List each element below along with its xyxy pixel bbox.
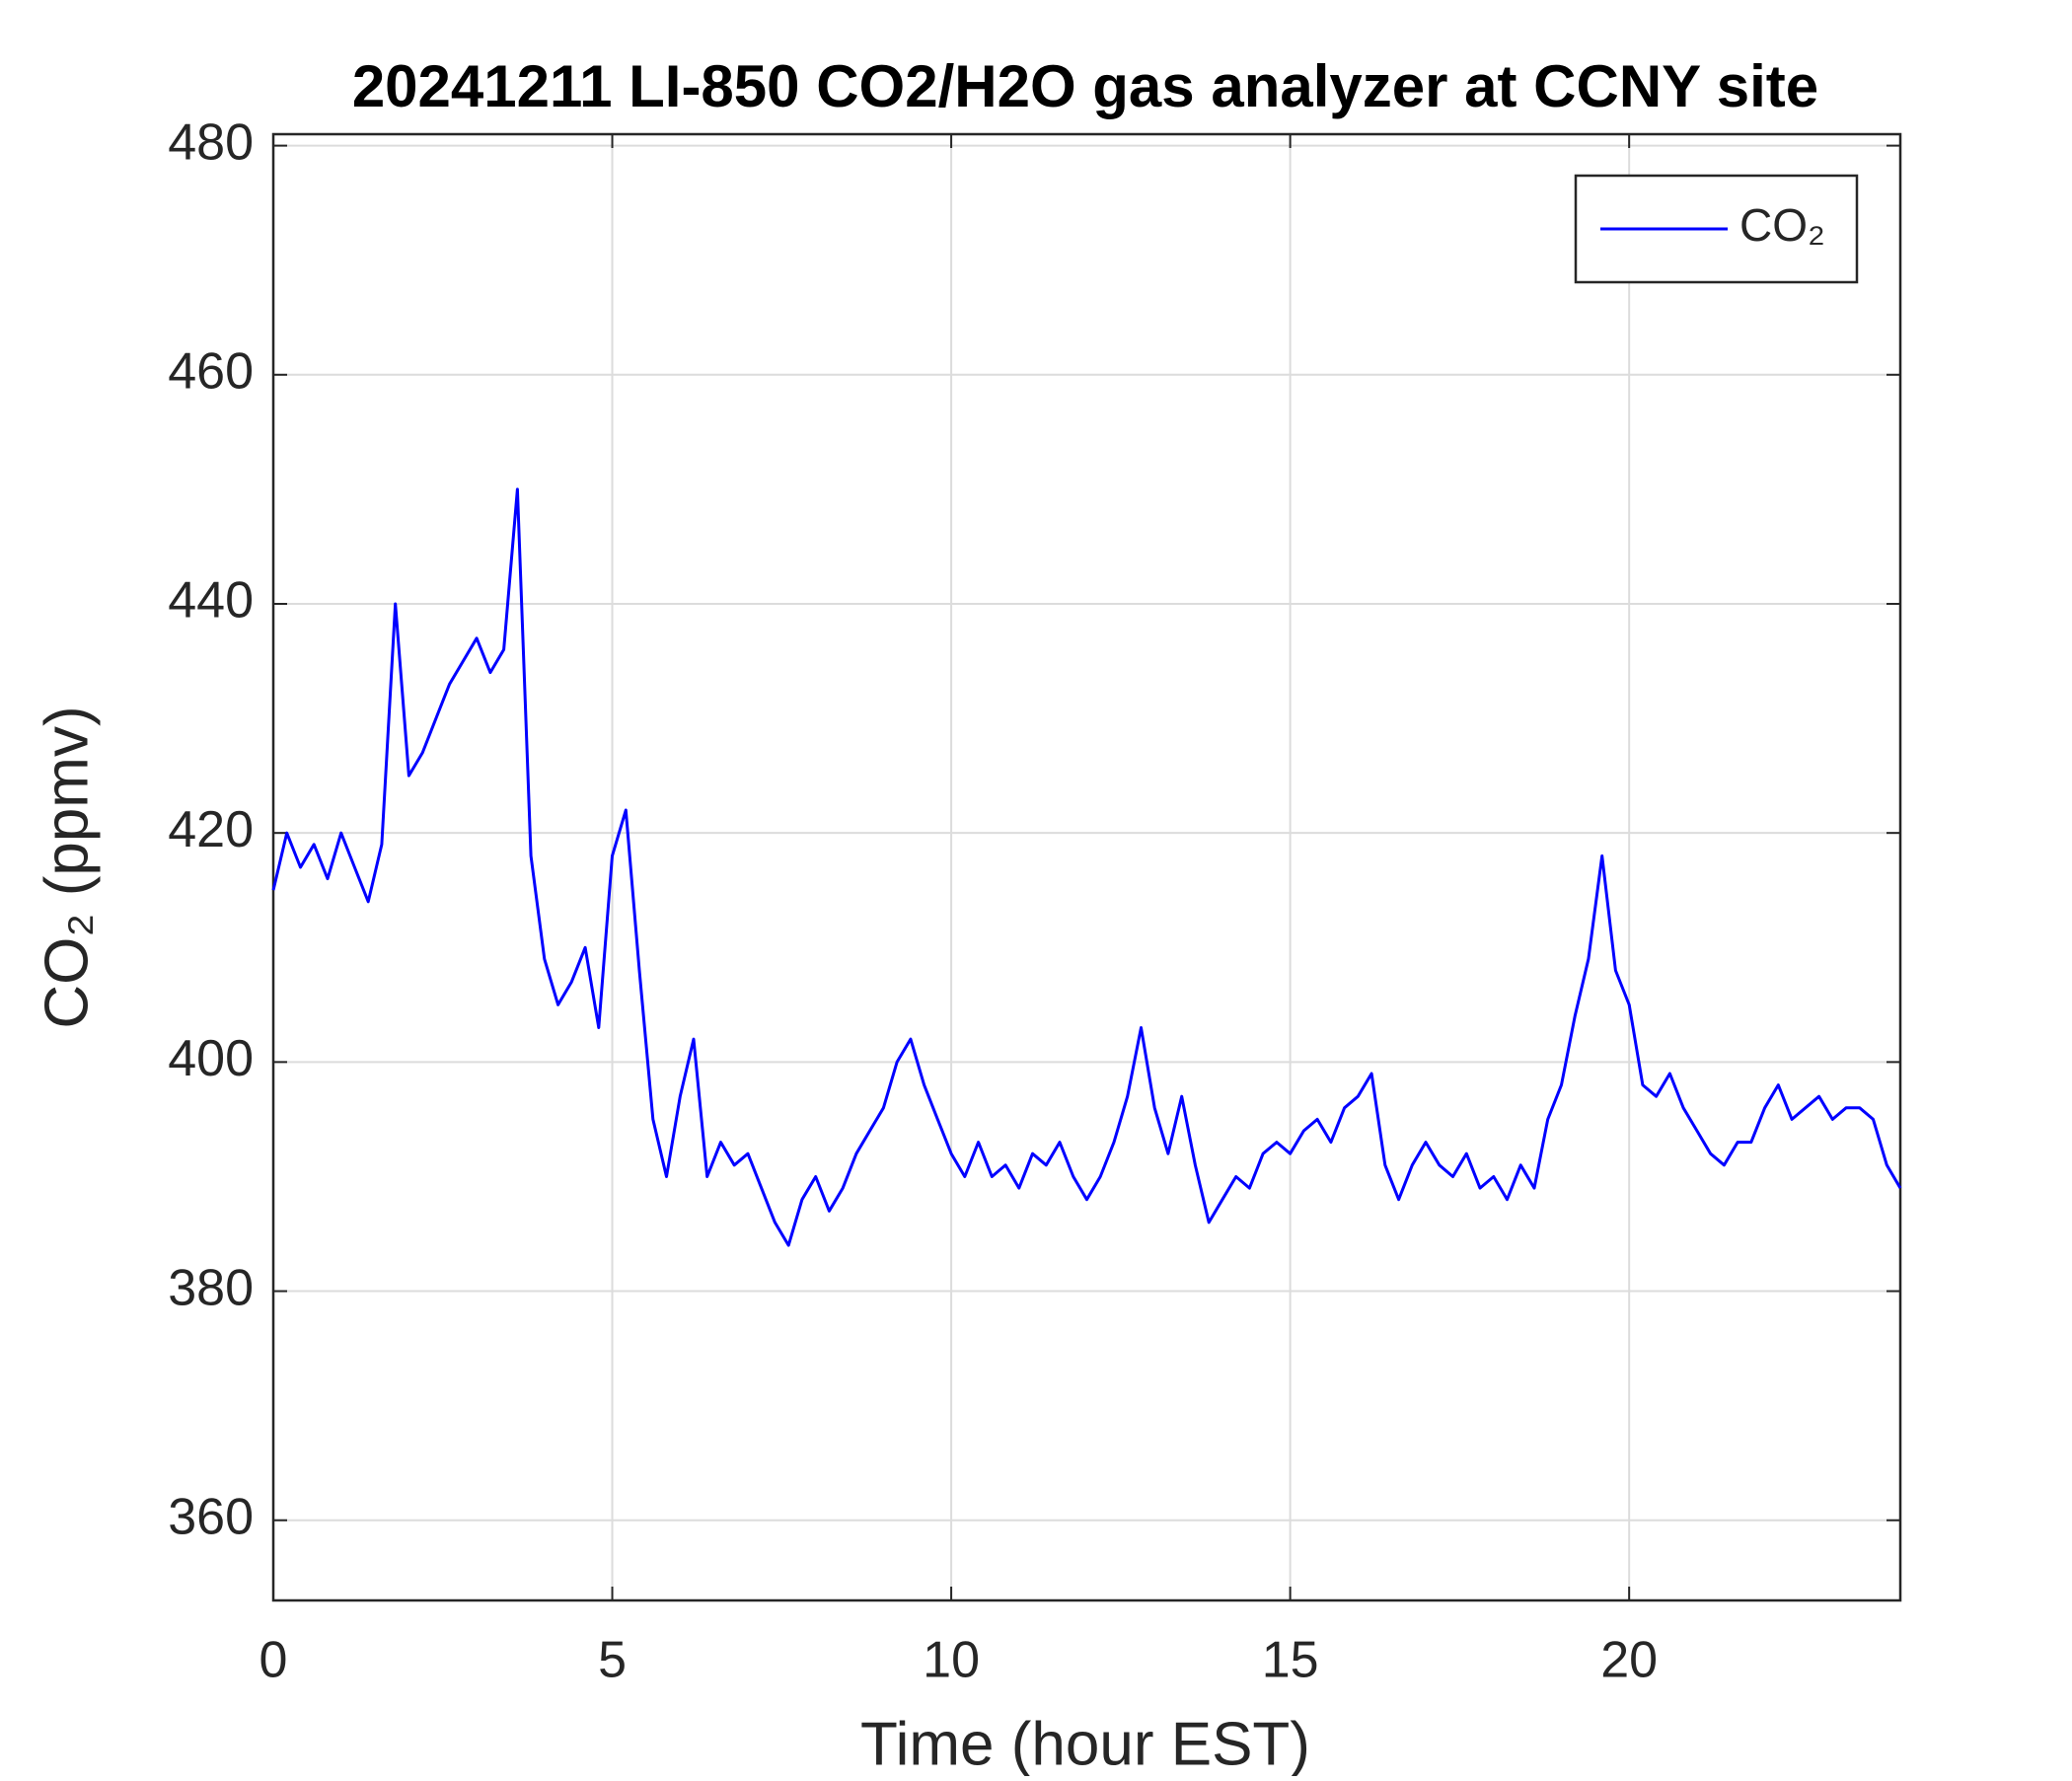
y-axis-label: CO₂ (ppmv) xyxy=(33,705,101,1028)
y-tick-label: 380 xyxy=(168,1259,254,1316)
y-tick-label: 360 xyxy=(168,1488,254,1545)
x-tick-label: 20 xyxy=(1600,1632,1658,1689)
chart-title: 20241211 LI-850 CO2/H2O gas analyzer at … xyxy=(352,53,1818,119)
x-tick-label: 15 xyxy=(1262,1632,1319,1689)
x-tick-label: 5 xyxy=(598,1632,627,1689)
plot-frame xyxy=(271,132,1902,1602)
y-tick-label: 480 xyxy=(168,113,254,171)
x-tick-label: 0 xyxy=(259,1632,288,1689)
x-axis-label: Time (hour EST) xyxy=(860,1710,1310,1776)
y-tick-label: 400 xyxy=(168,1030,254,1087)
y-tick-label: 440 xyxy=(168,572,254,630)
y-tick-label: 420 xyxy=(168,801,254,858)
y-tick-label: 460 xyxy=(168,343,254,401)
data-line xyxy=(271,487,1902,1247)
legend-label: CO₂ xyxy=(1739,199,1825,251)
x-tick-label: 10 xyxy=(923,1632,980,1689)
